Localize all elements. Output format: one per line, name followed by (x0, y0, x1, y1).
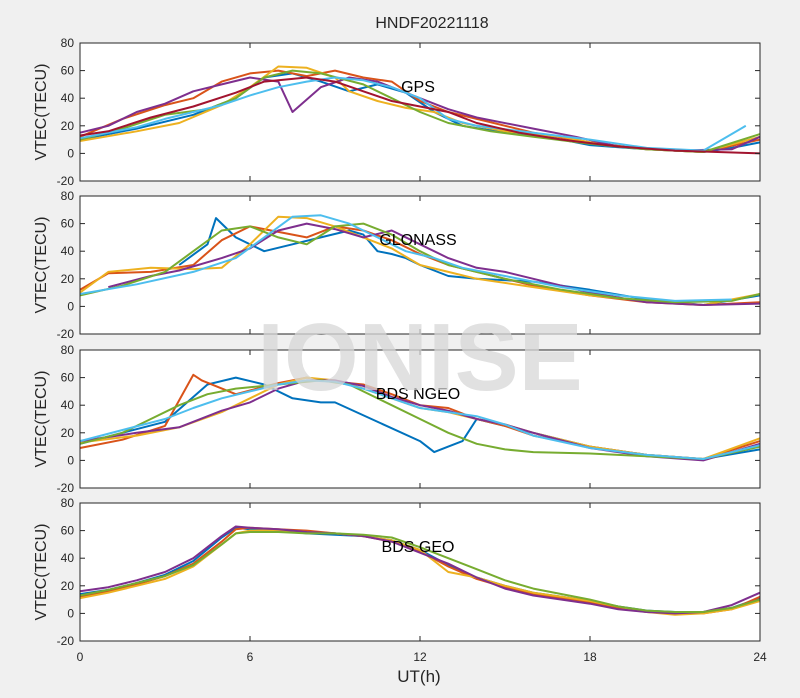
panel-label: GPS (401, 79, 435, 96)
y-tick-label: 20 (61, 426, 75, 440)
series-line-3 (108, 222, 761, 306)
panel-2: -20 0 20 40 60 80 VTEC(TECU) BDS NGEO (33, 343, 761, 495)
panel-1: -20 0 20 40 60 80 VTEC(TECU) GLONASS (33, 189, 761, 341)
x-tick-label: 0 (77, 650, 84, 664)
figure-title: HNDF20221118 (375, 15, 488, 32)
y-tick-label: 80 (61, 496, 75, 510)
y-tick-label: 0 (67, 606, 74, 620)
y-tick-label: -20 (57, 481, 75, 495)
y-tick-label: 0 (67, 299, 74, 313)
x-tick-label: 18 (583, 650, 597, 664)
y-tick-label: 80 (61, 189, 75, 203)
x-axis-label: UT(h) (397, 667, 440, 686)
panel-label: BDS NGEO (376, 386, 460, 403)
y-axis-label: VTEC(TECU) (33, 371, 50, 468)
y-tick-label: 20 (61, 579, 75, 593)
y-tick-label: 80 (61, 343, 75, 357)
y-tick-label: 60 (61, 217, 75, 231)
panel-label: GLONASS (379, 232, 456, 249)
series-line-3 (79, 525, 761, 615)
y-tick-label: 40 (61, 551, 75, 565)
y-tick-label: 20 (61, 272, 75, 286)
series-line-5 (79, 214, 732, 302)
series-line-5 (79, 379, 761, 460)
series-line-0 (178, 217, 761, 306)
series-line-6 (79, 76, 761, 155)
series-line-4 (79, 531, 761, 613)
plot-area (80, 503, 760, 641)
y-tick-label: -20 (57, 634, 75, 648)
x-tick-label: 6 (247, 650, 254, 664)
series-line-4 (79, 222, 761, 304)
x-tick-label: 12 (413, 650, 427, 664)
y-tick-label: 40 (61, 244, 75, 258)
panel-label: BDS GEO (382, 539, 455, 556)
y-tick-label: -20 (57, 174, 75, 188)
y-tick-label: 60 (61, 64, 75, 78)
watermark-text: IONISE (257, 304, 582, 411)
y-tick-label: 0 (67, 453, 74, 467)
y-tick-label: 80 (61, 36, 75, 50)
series-line-5 (79, 76, 747, 152)
y-tick-label: 0 (67, 146, 74, 160)
y-tick-label: 40 (61, 398, 75, 412)
y-tick-label: -20 (57, 327, 75, 341)
y-tick-label: 60 (61, 371, 75, 385)
y-tick-label: 60 (61, 524, 75, 538)
y-axis-label: VTEC(TECU) (33, 524, 50, 621)
y-axis-label: VTEC(TECU) (33, 217, 50, 314)
series-line-4 (79, 379, 761, 460)
x-tick-label: 24 (753, 650, 767, 664)
panel-0: -20 0 20 40 60 80 VTEC(TECU) GPS (33, 36, 761, 188)
y-axis-label: VTEC(TECU) (33, 64, 50, 161)
y-tick-label: 20 (61, 119, 75, 133)
y-tick-label: 40 (61, 91, 75, 105)
